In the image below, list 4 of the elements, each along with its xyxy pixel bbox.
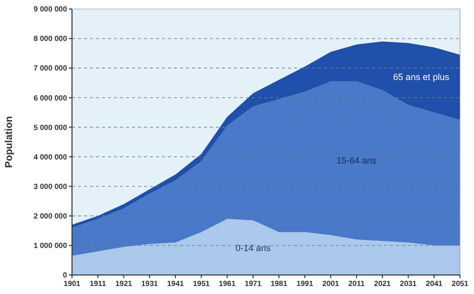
series-label: 65 ans et plus (393, 72, 450, 82)
series-label: 15-64 ans (336, 156, 378, 166)
y-axis-title: Population (4, 116, 15, 168)
series-label: 0-14 ans (236, 242, 272, 253)
